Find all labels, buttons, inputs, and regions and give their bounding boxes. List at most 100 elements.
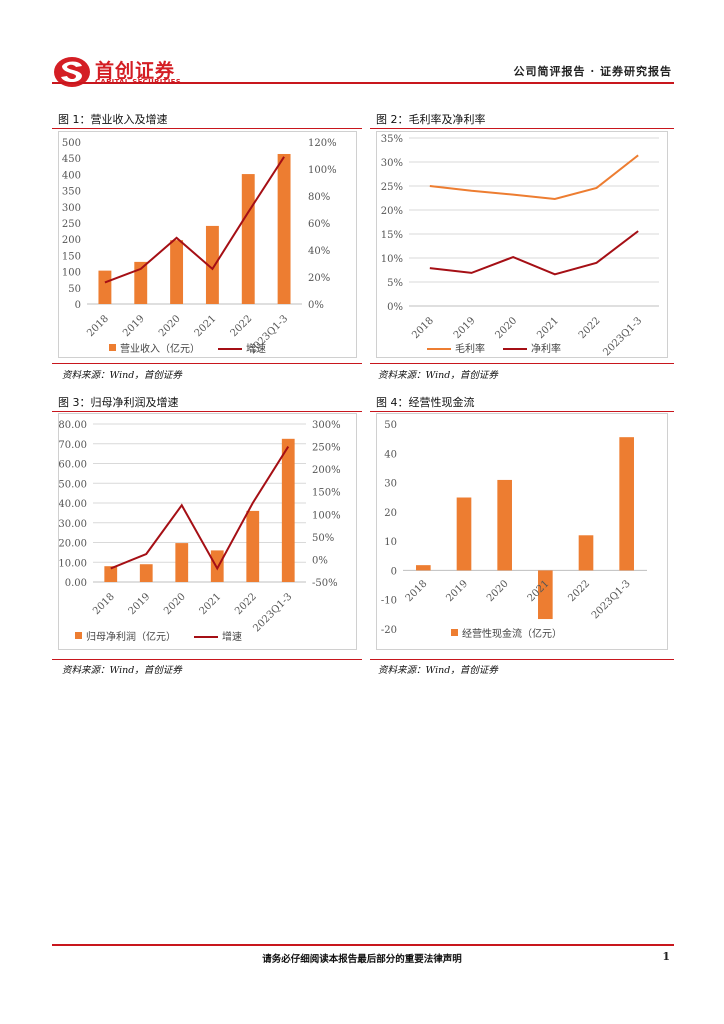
x-tick-label: 2020 bbox=[494, 315, 520, 341]
figure-4-title-rule bbox=[370, 411, 674, 412]
y-tick-label: 450 bbox=[62, 154, 81, 165]
y-tick-label: 500 bbox=[62, 138, 81, 149]
bar bbox=[497, 479, 512, 571]
x-tick-label: 2018 bbox=[91, 591, 117, 617]
figure-3-title-rule bbox=[52, 411, 362, 412]
x-tick-label: 2018 bbox=[404, 578, 430, 604]
y2-tick-label: 20% bbox=[308, 273, 330, 284]
x-tick-label: 2022 bbox=[577, 315, 603, 341]
y-tick-label: 50 bbox=[384, 420, 397, 431]
series-line bbox=[110, 446, 290, 571]
figure-4-title: 图 4：经营性现金流 bbox=[376, 396, 475, 409]
legend-swatch bbox=[451, 629, 458, 636]
bar bbox=[416, 565, 431, 571]
y2-tick-label: 60% bbox=[308, 219, 330, 230]
y-tick-label: 400 bbox=[62, 170, 81, 181]
y-tick-label: 10 bbox=[384, 537, 397, 548]
figure-1-title: 图 1：营业收入及增速 bbox=[58, 113, 168, 126]
y-tick-label: 5% bbox=[387, 278, 403, 289]
bar bbox=[104, 566, 118, 582]
series-line bbox=[429, 230, 639, 276]
y-tick-label: 80.00 bbox=[59, 420, 87, 431]
x-tick-label: 2020 bbox=[157, 313, 183, 339]
y2-tick-label: 100% bbox=[308, 165, 337, 176]
bar bbox=[98, 270, 112, 304]
y2-tick-label: 80% bbox=[308, 192, 330, 203]
y-tick-label: 50 bbox=[68, 284, 81, 295]
x-tick-label: 2018 bbox=[410, 315, 436, 341]
figure-3-title: 图 3：归母净利润及增速 bbox=[58, 396, 179, 409]
figure-2-source-rule bbox=[370, 363, 674, 364]
legend-label: 经营性现金流（亿元） bbox=[462, 627, 562, 640]
bar bbox=[175, 543, 189, 582]
y2-tick-label: 40% bbox=[308, 246, 330, 257]
legend-label: 毛利率 bbox=[455, 342, 485, 355]
footer-rule bbox=[52, 944, 674, 946]
y2-tick-label: 0% bbox=[308, 300, 324, 311]
x-tick-label: 2019 bbox=[127, 591, 153, 617]
header-rule bbox=[52, 82, 674, 84]
y-tick-label: -10 bbox=[381, 596, 397, 607]
y2-tick-label: 200% bbox=[312, 465, 341, 476]
y2-tick-label: -50% bbox=[312, 578, 338, 589]
y-tick-label: 0 bbox=[75, 300, 81, 311]
bar bbox=[246, 510, 260, 582]
x-tick-label: 2022 bbox=[233, 591, 259, 617]
x-tick-label: 2022 bbox=[566, 578, 592, 604]
figure-3-source-rule bbox=[52, 659, 362, 660]
bar bbox=[205, 225, 219, 304]
y-tick-label: 50.00 bbox=[59, 479, 87, 490]
y-tick-label: 30% bbox=[381, 158, 403, 169]
bar bbox=[281, 438, 295, 582]
y-tick-label: 30.00 bbox=[59, 519, 87, 530]
y2-tick-label: 250% bbox=[312, 443, 341, 454]
x-tick-label: 2023Q1-3 bbox=[601, 315, 644, 357]
legend-label: 营业收入（亿元） bbox=[120, 342, 200, 355]
x-tick-label: 2023Q1-3 bbox=[251, 591, 294, 634]
legend-label: 归母净利润（亿元） bbox=[86, 630, 176, 643]
legend-label: 增速 bbox=[222, 630, 242, 643]
bar bbox=[170, 240, 184, 304]
y-tick-label: 35% bbox=[381, 134, 403, 145]
y-tick-label: 60.00 bbox=[59, 460, 87, 471]
y-tick-label: 0 bbox=[391, 566, 397, 577]
y-tick-label: 200 bbox=[62, 235, 81, 246]
footer-disclaimer: 请务必仔细阅读本报告最后部分的重要法律声明 bbox=[262, 954, 462, 965]
y-tick-label: 0% bbox=[387, 302, 403, 313]
y-tick-label: 20% bbox=[381, 206, 403, 217]
x-tick-label: 2023Q1-3 bbox=[590, 578, 633, 621]
x-tick-label: 2021 bbox=[193, 313, 219, 339]
y-tick-label: 10% bbox=[381, 254, 403, 265]
x-tick-label: 2022 bbox=[229, 313, 255, 339]
x-tick-label: 2020 bbox=[162, 591, 188, 617]
y-tick-label: 40 bbox=[384, 449, 397, 460]
y-tick-label: 30 bbox=[384, 479, 397, 490]
y-tick-label: 25% bbox=[381, 182, 403, 193]
company-logo bbox=[54, 57, 90, 87]
y-tick-label: 300 bbox=[62, 203, 81, 214]
y2-tick-label: 300% bbox=[312, 420, 341, 431]
chart-revenue: 0 50 100 150 200 250 300 350 400 450 500 0% 20% 40% 60… bbox=[58, 131, 357, 358]
y-tick-label: 150 bbox=[62, 251, 81, 262]
figure-2-title: 图 2：毛利率及净利率 bbox=[376, 113, 486, 126]
figure-2-source: 资料来源：Wind，首创证券 bbox=[378, 370, 498, 381]
series-line bbox=[104, 156, 285, 284]
report-type: 公司简评报告 · 证券研究报告 bbox=[513, 65, 672, 78]
x-tick-label: 2021 bbox=[535, 315, 561, 341]
legend-swatch bbox=[109, 344, 116, 351]
y2-tick-label: 120% bbox=[308, 138, 337, 149]
x-tick-label: 2019 bbox=[452, 315, 478, 341]
legend-label: 增速 bbox=[246, 342, 266, 355]
figure-1-source-rule bbox=[52, 363, 362, 364]
y2-tick-label: 100% bbox=[312, 510, 341, 521]
figure-2-title-rule bbox=[370, 128, 674, 129]
x-tick-label: 2019 bbox=[444, 578, 470, 604]
figure-1-source: 资料来源：Wind，首创证券 bbox=[62, 370, 182, 381]
page-number: 1 bbox=[662, 950, 670, 963]
series-line bbox=[429, 154, 639, 200]
figure-4-source-rule bbox=[370, 659, 674, 660]
y-tick-label: 20.00 bbox=[59, 539, 87, 550]
y2-tick-label: 150% bbox=[312, 488, 341, 499]
x-tick-label: 2019 bbox=[121, 313, 147, 339]
